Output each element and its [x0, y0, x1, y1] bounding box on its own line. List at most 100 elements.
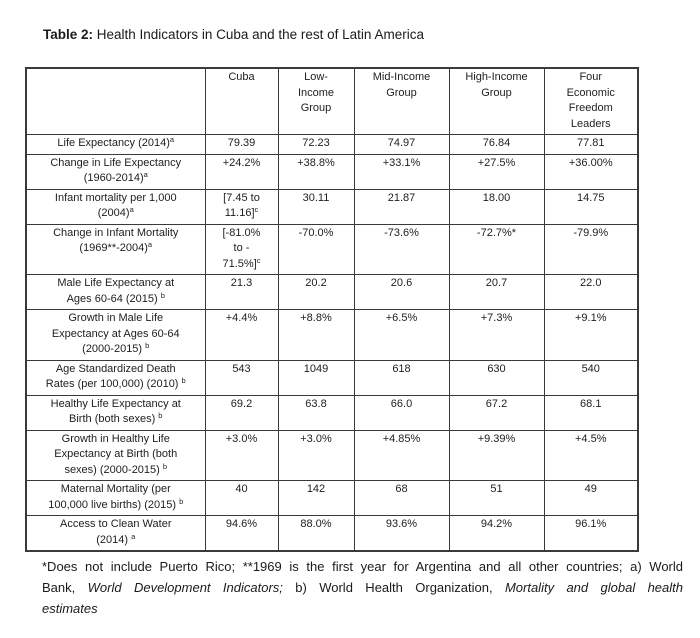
- health-indicators-table: Cuba Low- Income Group Mid-Income Group High-I…: [25, 67, 639, 552]
- cell-mid-income-group: +33.1%: [353, 153, 450, 190]
- table-header-row: Cuba Low- Income Group Mid-Income Group High-I…: [25, 67, 639, 135]
- cell-mid-income-group: +4.85%: [353, 429, 450, 481]
- cell-four-economic-freedom-leaders: 77.81: [543, 134, 639, 155]
- column-header-cuba: Cuba: [204, 67, 279, 135]
- superscript-note-ref: b: [181, 376, 186, 385]
- cell-low-income-group: 88.0%: [277, 515, 355, 552]
- cell-four-economic-freedom-leaders: 540: [543, 359, 639, 396]
- table-row: Male Life Expectancy at Ages 60-64 (2015)…: [25, 274, 639, 310]
- footnote-line: Bank, World Development Indicators; b) W…: [42, 577, 683, 598]
- cell-mid-income-group: 74.97: [353, 134, 450, 155]
- cell-high-income-group: 20.7: [448, 274, 545, 310]
- row-label: Change in Infant Mortality (1969**-2004)a: [25, 223, 206, 275]
- superscript-note-ref: b: [179, 496, 184, 506]
- cell-four-economic-freedom-leaders: -79.9%: [543, 223, 639, 275]
- cell-high-income-group: 630: [448, 359, 545, 396]
- table-row: Maternal Mortality (per 100,000 live birt…: [25, 480, 639, 516]
- footnote-text: *Does not include Puerto Rico; **1969 is…: [42, 559, 683, 574]
- table-title-number: Table 2:: [43, 27, 94, 42]
- footnote-line: estimates: [42, 598, 683, 619]
- footnote: *Does not include Puerto Rico; **1969 is…: [42, 556, 683, 619]
- cell-cuba: 21.3: [204, 274, 279, 310]
- cell-high-income-group: 76.84: [448, 134, 545, 155]
- cell-mid-income-group: 66.0: [353, 394, 450, 431]
- row-label: Growth in Male Life Expectancy at Ages 60…: [25, 309, 206, 361]
- column-header-mid-income-group: Mid-Income Group: [353, 67, 450, 135]
- cell-four-economic-freedom-leaders: +9.1%: [543, 309, 639, 361]
- cell-high-income-group: +27.5%: [448, 153, 545, 190]
- footnote-text: Bank,: [42, 580, 88, 595]
- table-header: Cuba Low- Income Group Mid-Income Group High-I…: [25, 67, 639, 135]
- cell-cuba: 94.6%: [204, 515, 279, 552]
- column-header-low-income-group: Low- Income Group: [277, 67, 355, 135]
- cell-cuba: +3.0%: [204, 429, 279, 481]
- footnote-line: *Does not include Puerto Rico; **1969 is…: [42, 556, 683, 577]
- cell-cuba: 79.39: [204, 134, 279, 155]
- cell-low-income-group: +3.0%: [277, 429, 355, 481]
- cell-high-income-group: -72.7%*: [448, 223, 545, 275]
- table-title: Table 2: Health Indicators in Cuba and t…: [43, 27, 424, 42]
- cell-low-income-group: 30.11: [277, 188, 355, 225]
- cell-low-income-group: 63.8: [277, 394, 355, 431]
- cell-four-economic-freedom-leaders: +4.5%: [543, 429, 639, 481]
- table-row: Age Standardized Death Rates (per 100,000…: [25, 359, 639, 396]
- column-header-high-income-group: High-Income Group: [448, 67, 545, 135]
- cell-high-income-group: 67.2: [448, 394, 545, 431]
- cell-low-income-group: 72.23: [277, 134, 355, 155]
- table-title-text: Health Indicators in Cuba and the rest o…: [93, 27, 424, 42]
- cell-high-income-group: 51: [448, 480, 545, 516]
- row-label: Healthy Life Expectancy at Birth (both se…: [25, 394, 206, 431]
- cell-mid-income-group: 93.6%: [353, 515, 450, 552]
- footnote-source-italic: Mortality and global health: [504, 580, 684, 595]
- column-header-indicator: [25, 67, 206, 135]
- cell-low-income-group: 20.2: [277, 274, 355, 310]
- row-label: Infant mortality per 1,000 (2004)a: [25, 188, 206, 225]
- row-label: Life Expectancy (2014)a: [25, 134, 206, 155]
- superscript-note-ref: b: [162, 461, 168, 471]
- cell-mid-income-group: 20.6: [353, 274, 450, 310]
- cell-high-income-group: 94.2%: [448, 515, 545, 552]
- cell-four-economic-freedom-leaders: 14.75: [543, 188, 639, 225]
- cell-cuba: 543: [204, 359, 279, 396]
- cell-four-economic-freedom-leaders: +36.00%: [543, 153, 639, 190]
- cell-four-economic-freedom-leaders: 49: [543, 480, 639, 516]
- cell-cuba: 40: [204, 480, 279, 516]
- cell-low-income-group: 142: [277, 480, 355, 516]
- table-row: Life Expectancy (2014)a 79.39 72.23 74.97 76…: [25, 134, 639, 155]
- cell-four-economic-freedom-leaders: 68.1: [543, 394, 639, 431]
- superscript-note-ref: b: [160, 290, 165, 300]
- cell-cuba: [-81.0% to -71.5%]c: [204, 223, 279, 275]
- cell-high-income-group: 18.00: [448, 188, 545, 225]
- cell-high-income-group: +9.39%: [448, 429, 545, 481]
- superscript-note-ref: a: [131, 531, 136, 541]
- column-header-four-economic-freedom-leaders: Four Economic Freedom Leaders: [543, 67, 639, 135]
- cell-cuba: +4.4%: [204, 309, 279, 361]
- footnote-source-italic: World Development Indicators;: [87, 580, 283, 595]
- cell-cuba: +24.2%: [204, 153, 279, 190]
- cell-low-income-group: +38.8%: [277, 153, 355, 190]
- superscript-note-ref: b: [145, 341, 150, 350]
- table-row: Access to Clean Water (2014) a 94.6% 88.0% 9…: [25, 515, 639, 552]
- table-row: Growth in Healthy Life Expectancy at Birt…: [25, 429, 639, 481]
- superscript-note-ref: a: [129, 205, 134, 214]
- cell-low-income-group: -70.0%: [277, 223, 355, 275]
- superscript-note-ref: c: [254, 205, 259, 214]
- row-label: Growth in Healthy Life Expectancy at Birt…: [25, 429, 206, 481]
- cell-mid-income-group: 21.87: [353, 188, 450, 225]
- table-row: Growth in Male Life Expectancy at Ages 60…: [25, 309, 639, 361]
- table-row: Change in Infant Mortality (1969**-2004)a…: [25, 223, 639, 275]
- superscript-note-ref: a: [147, 240, 153, 249]
- cell-four-economic-freedom-leaders: 22.0: [543, 274, 639, 310]
- cell-mid-income-group: -73.6%: [353, 223, 450, 275]
- cell-low-income-group: 1049: [277, 359, 355, 396]
- table-row: Infant mortality per 1,000 (2004)a [7.45 t…: [25, 188, 639, 225]
- cell-mid-income-group: 68: [353, 480, 450, 516]
- row-label: Access to Clean Water (2014) a: [25, 515, 206, 552]
- table-row: Change in Life Expectancy (1960-2014)a +24…: [25, 153, 639, 190]
- row-label: Male Life Expectancy at Ages 60-64 (2015)…: [25, 274, 206, 310]
- cell-cuba: 69.2: [204, 394, 279, 431]
- cell-cuba: [7.45 to 11.16]c: [204, 188, 279, 225]
- row-label: Age Standardized Death Rates (per 100,000…: [25, 359, 206, 396]
- superscript-note-ref: a: [143, 170, 148, 179]
